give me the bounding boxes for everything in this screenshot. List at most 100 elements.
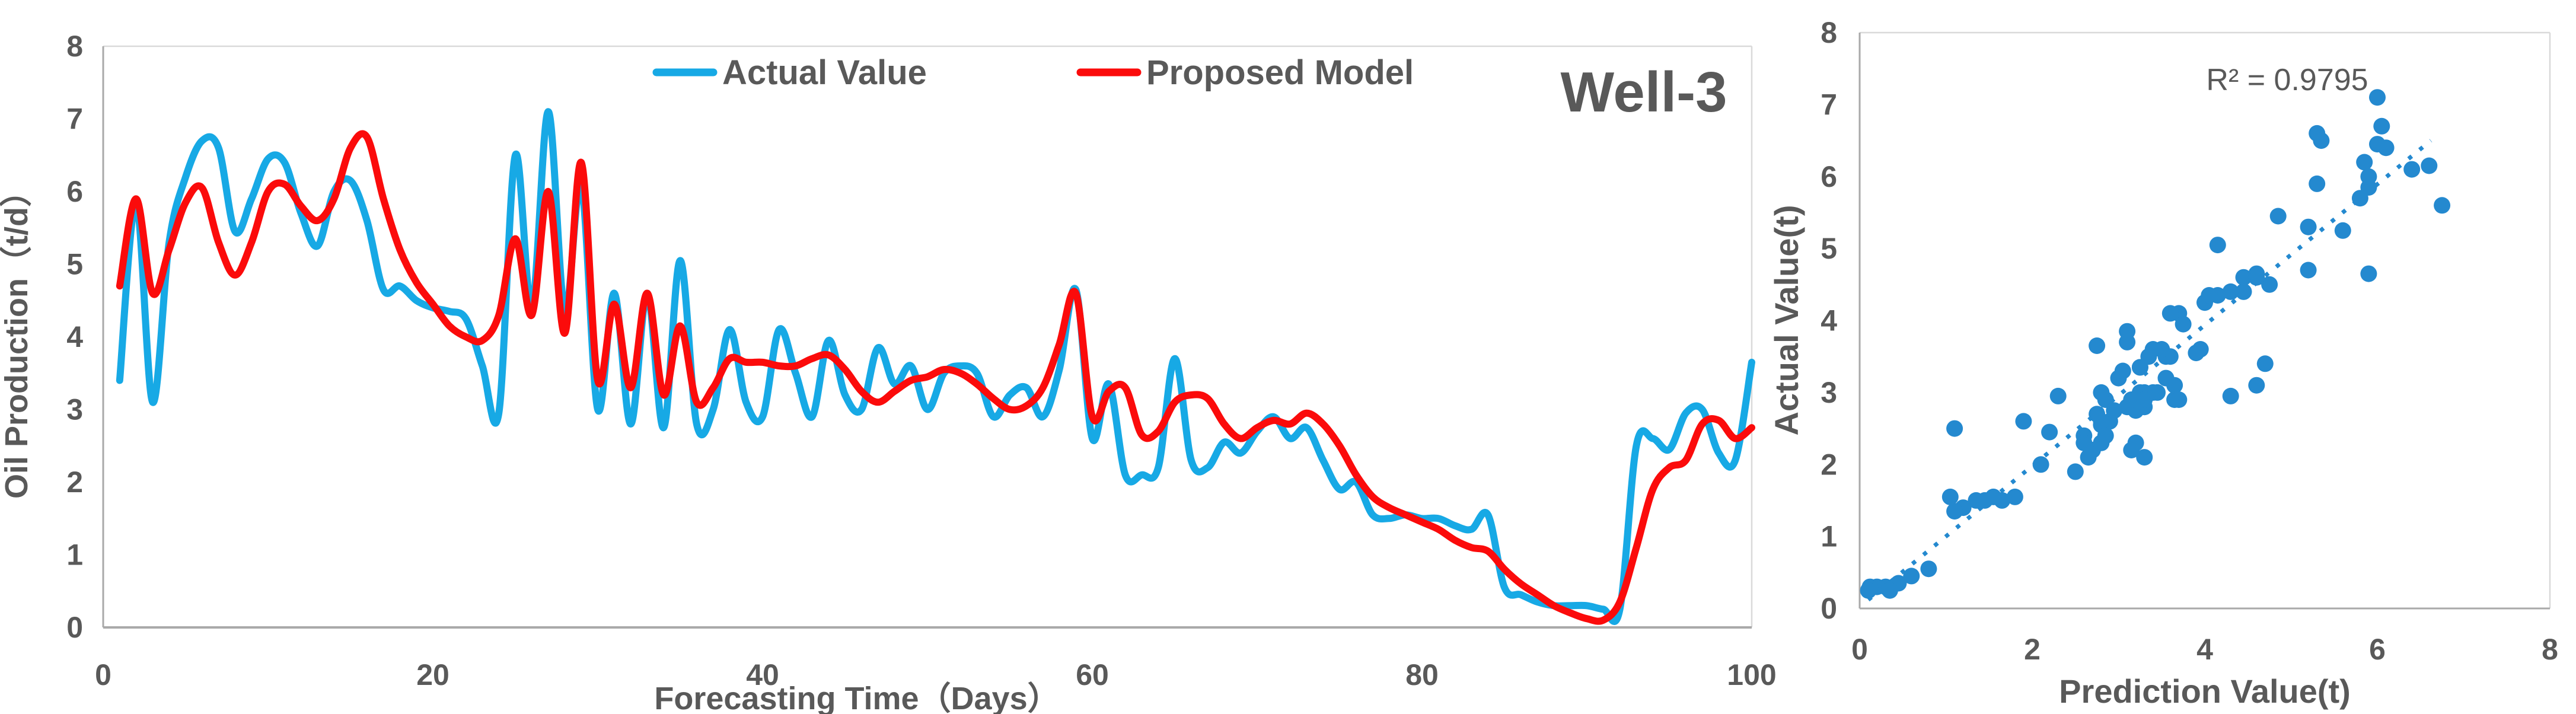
scatter-point (2403, 161, 2421, 178)
scatter-point (2106, 402, 2123, 419)
scatter-point (2309, 175, 2326, 192)
scatter-point (2235, 269, 2252, 286)
scatter-point (2089, 337, 2106, 354)
scatter-point (2261, 276, 2278, 293)
scatter-point (2119, 333, 2136, 350)
scatter-point (2041, 423, 2058, 441)
scatter-point (2114, 362, 2131, 380)
scatter-point (2201, 287, 2218, 304)
scatter-point (2170, 391, 2188, 408)
x-axis-title: Forecasting Time（Days） (654, 681, 1059, 714)
r-squared-label: R² = 0.9795 (2206, 63, 2368, 97)
scatter-chart: 0 1 2 3 4 5 6 7 8 0 2 4 6 8 Prediction Value(t) Actual … (1768, 16, 2558, 710)
y-axis-tick-label: 4 (1821, 304, 1837, 337)
y-axis-tick-label: 4 (66, 320, 83, 353)
x-axis-tick-label: 6 (2369, 633, 2386, 666)
scatter-point (2434, 197, 2451, 214)
y-axis-tick-label: 5 (1821, 232, 1837, 265)
x-axis-tick-label: 80 (1405, 658, 1439, 691)
scatter-point (1860, 582, 1877, 599)
scatter-point (2256, 355, 2274, 372)
scatter-point (2248, 377, 2265, 394)
scatter-point (1941, 488, 1959, 505)
y-axis-tick-label: 0 (1821, 592, 1837, 625)
scatter-point (2006, 488, 2023, 505)
scatter-point (1920, 560, 1937, 578)
y-axis-tick-label: 8 (1821, 16, 1837, 49)
scatter-point (2093, 384, 2110, 401)
y-axis-tick-label: 8 (66, 30, 83, 63)
y-axis-title: Actual Value(t) (1768, 205, 1805, 436)
scatter-point (1946, 420, 1963, 437)
scatter-point (2313, 132, 2330, 149)
x-axis-tick-label: 8 (2542, 633, 2558, 666)
x-axis-tick-label: 4 (2196, 633, 2213, 666)
scatter-point (2131, 359, 2148, 376)
scatter-point (2235, 283, 2252, 300)
scatter-point (2175, 315, 2192, 333)
scatter-point (2093, 413, 2110, 430)
scatter-point (2377, 139, 2395, 157)
x-axis-tick-label: 100 (1727, 658, 1776, 691)
scatter-point (2373, 117, 2390, 135)
y-axis-title: Oil Production（t/d） (0, 175, 34, 499)
scatter-point (2123, 391, 2140, 408)
proposed-model-line (116, 130, 1755, 625)
scatter-point (2097, 427, 2114, 444)
trendline (1867, 139, 2432, 602)
y-axis-tick-label: 1 (1821, 520, 1837, 553)
y-axis-tick-label: 7 (1821, 88, 1837, 121)
scatter-point (2356, 154, 2373, 171)
x-axis-tick-label: 20 (416, 658, 449, 691)
scatter-point (2209, 237, 2226, 254)
scatter-point (2123, 442, 2140, 458)
scatter-point (2248, 265, 2265, 282)
scatter-point (2351, 190, 2368, 207)
scatter-point (2136, 391, 2153, 408)
y-axis-tick-label: 2 (66, 466, 83, 499)
y-axis-tick-label: 2 (1821, 448, 1837, 481)
x-axis-tick-label: 60 (1076, 658, 1109, 691)
legend-proposed-label: Proposed Model (1146, 53, 1414, 92)
scatter-point (2300, 218, 2317, 235)
scatter-point (2188, 345, 2205, 362)
x-axis-tick-label: 0 (1851, 633, 1868, 666)
scatter-point (2369, 89, 2386, 106)
scatter-point (2136, 449, 2153, 466)
y-axis-tick-label: 6 (66, 175, 83, 208)
actual-value-line (116, 108, 1755, 625)
x-axis-tick-label: 0 (95, 658, 111, 691)
scatter-point (2222, 283, 2239, 300)
scatter-point (1881, 582, 1898, 599)
scatter-point (2157, 369, 2175, 387)
legend-actual-label: Actual Value (722, 53, 927, 92)
y-axis-tick-label: 6 (1821, 160, 1837, 193)
well-label: Well-3 (1561, 60, 1727, 124)
scatter-point (2015, 413, 2032, 430)
scatter-point (2360, 168, 2377, 185)
scatter-point (2269, 208, 2287, 225)
y-axis-tick-label: 1 (66, 538, 83, 572)
scatter-point (2161, 305, 2179, 322)
y-axis-tick-label: 0 (66, 611, 83, 644)
scatter-point (2222, 387, 2239, 404)
y-axis-tick-label: 7 (66, 103, 83, 136)
scatter-point (2421, 157, 2438, 174)
y-axis-tick-label: 5 (66, 248, 83, 281)
scatter-point (2360, 265, 2377, 282)
scatter-point (2334, 222, 2351, 239)
x-axis-tick-label: 2 (2024, 633, 2041, 666)
scatter-point (2149, 384, 2166, 401)
scatter-point (1903, 568, 1920, 585)
scatter-point (2067, 463, 2084, 480)
scatter-point (1968, 492, 1985, 509)
scatter-point (2049, 387, 2067, 404)
scatter-point (2032, 456, 2049, 473)
x-axis-title: Prediction Value(t) (2059, 672, 2351, 710)
scatter-point (2076, 434, 2093, 451)
y-axis-tick-label: 3 (1821, 376, 1837, 409)
scatter-point (2300, 262, 2317, 279)
